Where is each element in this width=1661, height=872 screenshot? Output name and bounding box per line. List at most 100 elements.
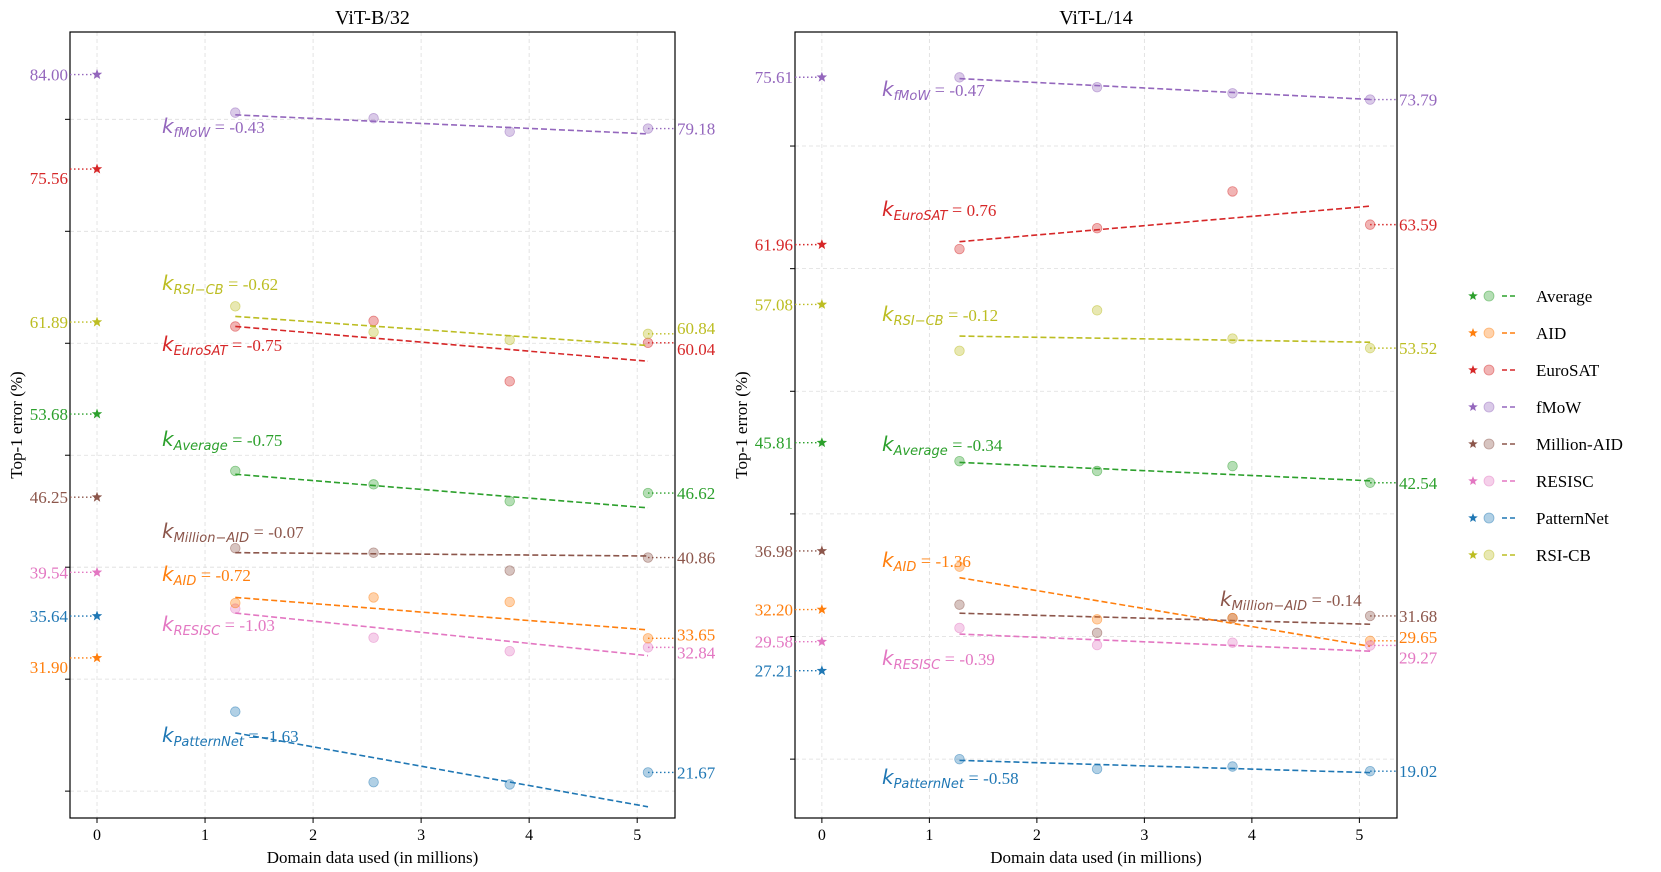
slope-equals: = (1307, 590, 1326, 610)
data-point (642, 123, 654, 134)
data-point (642, 487, 654, 499)
slope-symbol: k (162, 271, 175, 295)
slope-equals: = (196, 565, 215, 585)
slope-symbol: k (882, 77, 895, 101)
series-average: 45.81 42.54 kAverage = -0.34 (755, 432, 1438, 493)
data-point (230, 603, 241, 614)
legend-dot (1483, 364, 1495, 376)
fit-line (959, 633, 1371, 653)
zero-star (816, 665, 828, 676)
zero-label: 29.58 (755, 633, 793, 652)
data-point (1091, 639, 1103, 651)
legend-dot (1483, 512, 1495, 524)
slope-value: -0.62 (243, 275, 278, 294)
slope-label: kfMoW = -0.43 (162, 114, 265, 141)
data-point (1227, 761, 1238, 772)
data-point (230, 465, 241, 477)
end-label: 60.84 (677, 319, 716, 338)
data-point (954, 753, 965, 765)
slope-symbol: k (882, 432, 895, 456)
series-fmow: 84.00 79.18 kfMoW = -0.43 (30, 66, 716, 141)
zero-star (91, 163, 103, 174)
legend-label: PatternNet (1536, 509, 1609, 528)
y-axis-label: Top-1 error (%) (7, 371, 26, 478)
fit-line (235, 315, 649, 347)
legend-star (1468, 476, 1478, 485)
data-point (1091, 627, 1103, 639)
grid (70, 32, 675, 818)
zero-label: 75.56 (30, 169, 68, 188)
end-label: 63.59 (1399, 216, 1437, 235)
slope-subscript: RESISC (174, 624, 222, 639)
x-tick-label: 2 (309, 827, 317, 844)
data-point (368, 113, 379, 124)
slope-label: kfMoW = -0.47 (882, 77, 985, 104)
data-point (642, 337, 654, 349)
fit-line (235, 114, 649, 135)
end-label: 79.18 (677, 120, 715, 139)
slope-equals: = (224, 274, 243, 294)
data-point (642, 552, 654, 563)
slope-equals: = (930, 80, 949, 100)
data-point (230, 542, 241, 554)
fit-line (235, 612, 649, 657)
data-point (1364, 477, 1376, 488)
slope-subscript: RESISC (894, 658, 942, 673)
series-eurosat: 61.96 63.59 kEuroSAT = 0.76 (755, 186, 1437, 255)
slope-symbol: k (162, 562, 175, 586)
fit-line (235, 596, 649, 631)
chart-title: ViT-L/14 (1059, 7, 1133, 29)
slope-equals: = (244, 726, 263, 746)
chart-title: ViT-B/32 (335, 7, 410, 29)
zero-star (816, 604, 828, 614)
plot-frame (69, 31, 676, 819)
zero-label: 61.89 (30, 313, 68, 332)
zero-label: 35.64 (30, 607, 69, 626)
panel-vit-b32: 0 1 2 3 4 5 ViT-B/32 Domain data used (in milli… (7, 7, 716, 867)
legend-label: Average (1536, 287, 1592, 306)
slope-value: -0.43 (229, 118, 264, 137)
slope-symbol: k (162, 332, 175, 356)
legend-dot (1483, 327, 1495, 339)
data-point (1091, 614, 1103, 625)
fit-line (959, 759, 1371, 774)
slope-symbol: k (162, 114, 175, 138)
slope-subscript: fMoW (894, 89, 932, 104)
slope-label: kAID = -0.72 (162, 562, 251, 589)
end-label: 40.86 (677, 549, 715, 568)
slope-subscript: PatternNet (894, 777, 965, 792)
slope-subscript: AID (893, 560, 917, 575)
series-million-aid: 46.25 40.86 kMillion−AID = -0.07 (30, 488, 715, 576)
data-point (504, 376, 515, 387)
zero-star (816, 299, 828, 309)
data-point (954, 345, 965, 357)
zero-label: 46.25 (30, 488, 68, 507)
data-point (368, 632, 379, 643)
slope-subscript: EuroSAT (174, 344, 229, 359)
zero-label: 61.96 (755, 236, 793, 255)
data-point (1091, 465, 1103, 477)
zero-label: 75.61 (755, 68, 793, 87)
x-tick-label: 1 (925, 827, 933, 844)
legend-entry-fmow: fMoW (1468, 398, 1582, 417)
legend-dot (1483, 401, 1495, 413)
zero-label: 31.90 (30, 658, 68, 677)
fit-line (235, 473, 649, 509)
data-point (1091, 763, 1103, 775)
slope-label: kRESISC = -1.03 (162, 612, 275, 639)
series-average: 53.68 46.62 kAverage = -0.75 (30, 405, 715, 509)
end-label: 21.67 (677, 763, 716, 782)
slope-value: -0.34 (967, 436, 1003, 455)
slope-label: kEuroSAT = 0.76 (882, 197, 996, 224)
legend-entry-aid: AID (1468, 324, 1566, 343)
data-point (504, 495, 515, 507)
end-label: 29.65 (1399, 628, 1437, 647)
slope-equals: = (948, 200, 967, 220)
data-point (368, 315, 379, 327)
zero-star (91, 316, 103, 327)
slope-label: kAID = -1.36 (882, 548, 971, 575)
slope-symbol: k (162, 612, 175, 636)
x-tick-label: 0 (93, 827, 101, 844)
plot-frame (794, 31, 1398, 819)
